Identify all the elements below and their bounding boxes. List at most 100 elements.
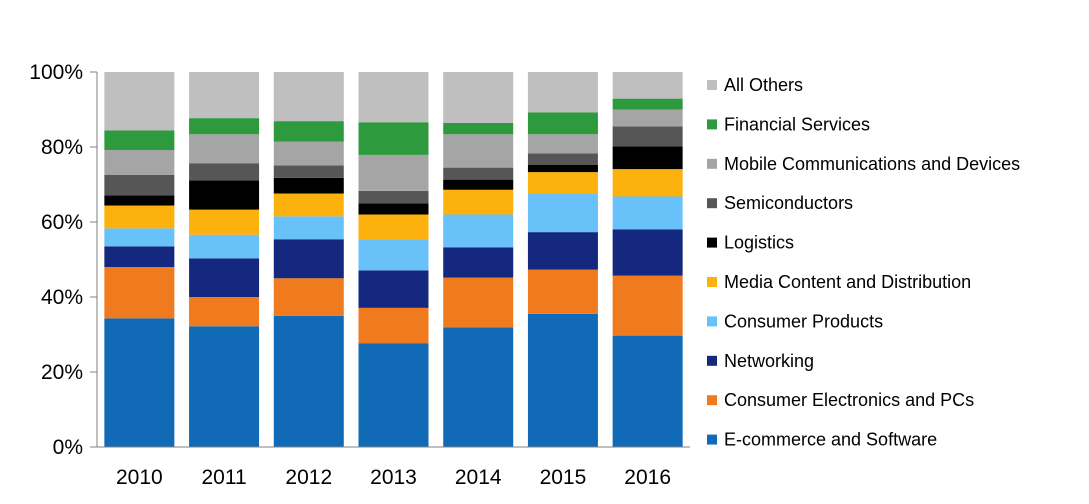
legend-swatch (707, 198, 717, 208)
bar-segment-2013-5 (359, 215, 429, 241)
legend-label: Media Content and Distribution (724, 272, 971, 292)
bar-segment-2016-4 (613, 197, 683, 230)
legend-label: Consumer Electronics and PCs (724, 390, 974, 410)
x-tick-label: 2015 (540, 466, 587, 489)
bars (104, 72, 682, 447)
legend-label: Consumer Products (724, 311, 883, 331)
bar-segment-2016-5 (613, 169, 683, 196)
y-tick-label: 80% (41, 136, 83, 159)
bar-segment-2012-4 (274, 216, 344, 239)
bar-segment-2010-6 (104, 195, 174, 205)
bar-segment-2014-10 (443, 72, 513, 123)
legend-swatch (707, 238, 717, 248)
legend-swatch (707, 316, 717, 326)
bar-segment-2011-7 (189, 164, 259, 181)
bar-segment-2010-3 (104, 246, 174, 267)
bar-segment-2011-8 (189, 134, 259, 163)
legend-label: Logistics (724, 233, 794, 253)
legend-swatch (707, 395, 717, 405)
bar-segment-2011-4 (189, 235, 259, 259)
bar-segment-2015-4 (528, 193, 598, 232)
bar-segment-2016-7 (613, 126, 683, 146)
bar-segment-2012-5 (274, 194, 344, 217)
bar-segment-2014-8 (443, 134, 513, 167)
legend-label: E-commerce and Software (724, 430, 937, 450)
bar-segment-2010-5 (104, 206, 174, 229)
x-tick-label: 2012 (285, 466, 332, 489)
bar-segment-2012-10 (274, 72, 344, 121)
x-tick-label: 2011 (201, 466, 246, 489)
bar-segment-2014-1 (443, 327, 513, 447)
bar-segment-2014-6 (443, 180, 513, 190)
bar-segment-2015-1 (528, 314, 598, 447)
bar-segment-2013-6 (359, 203, 429, 214)
bar-segment-2013-10 (359, 72, 429, 122)
bar-segment-2010-10 (104, 72, 174, 131)
legend-swatch (707, 119, 717, 129)
bar-segment-2016-1 (613, 336, 683, 447)
bar-segment-2014-5 (443, 190, 513, 215)
bar-segment-2011-10 (189, 72, 259, 118)
bar-segment-2014-2 (443, 278, 513, 328)
x-tick-label: 2013 (370, 466, 417, 489)
bar-segment-2010-2 (104, 267, 174, 318)
bar-segment-2012-3 (274, 239, 344, 278)
legend-label: Financial Services (724, 114, 870, 134)
bar-segment-2016-3 (613, 230, 683, 276)
x-tick-label: 2016 (624, 466, 671, 489)
legend-swatch (707, 435, 717, 445)
x-axis: 2010 2011 2012 2013 2014 2015 2016 (97, 447, 690, 489)
bar-segment-2016-9 (613, 99, 683, 110)
bar-segment-2012-9 (274, 121, 344, 142)
y-tick-label: 100% (29, 61, 83, 84)
legend-swatch (707, 277, 717, 287)
bar-segment-2014-9 (443, 123, 513, 134)
legend-label: Networking (724, 351, 814, 371)
bar-segment-2014-4 (443, 215, 513, 248)
legend-label: Mobile Communications and Devices (724, 154, 1020, 174)
bar-segment-2013-7 (359, 191, 429, 203)
legend-label: All Others (724, 75, 803, 95)
y-axis: 0%20%40%60%80%100% (29, 61, 97, 459)
bar-segment-2015-3 (528, 232, 598, 270)
bar-segment-2010-1 (104, 318, 174, 447)
legend-swatch (707, 80, 717, 90)
bar-segment-2011-3 (189, 258, 259, 297)
bar-segment-2011-5 (189, 210, 259, 235)
bar-segment-2015-9 (528, 113, 598, 135)
bar-segment-2016-8 (613, 110, 683, 127)
legend-label: Semiconductors (724, 193, 853, 213)
bar-segment-2011-2 (189, 297, 259, 326)
y-tick-label: 0% (53, 436, 83, 459)
bar-segment-2013-2 (359, 308, 429, 344)
bar-segment-2011-6 (189, 180, 259, 209)
bar-segment-2012-1 (274, 316, 344, 447)
bar-segment-2012-6 (274, 178, 344, 194)
bar-segment-2016-6 (613, 146, 683, 169)
x-tick-label: 2014 (455, 466, 502, 489)
y-tick-label: 40% (41, 286, 83, 309)
bar-segment-2012-2 (274, 278, 344, 316)
legend: All Others Financial Services Mobile Commu… (707, 75, 1020, 450)
bar-segment-2015-6 (528, 165, 598, 172)
bar-segment-2016-2 (613, 276, 683, 336)
bar-segment-2015-7 (528, 153, 598, 165)
bar-segment-2013-4 (359, 240, 429, 270)
bar-segment-2014-3 (443, 248, 513, 278)
bar-segment-2015-10 (528, 72, 598, 113)
bar-segment-2012-7 (274, 165, 344, 177)
legend-swatch (707, 356, 717, 366)
bar-segment-2010-4 (104, 228, 174, 246)
bar-segment-2014-7 (443, 168, 513, 180)
x-tick-label: 2010 (116, 466, 163, 489)
bar-segment-2013-1 (359, 344, 429, 448)
bar-segment-2015-8 (528, 134, 598, 153)
bar-segment-2010-9 (104, 131, 174, 151)
y-tick-label: 20% (41, 361, 83, 384)
legend-swatch (707, 159, 717, 169)
bar-segment-2015-2 (528, 270, 598, 314)
bar-segment-2016-10 (613, 72, 683, 99)
bar-segment-2012-8 (274, 142, 344, 166)
bar-segment-2013-8 (359, 155, 429, 191)
